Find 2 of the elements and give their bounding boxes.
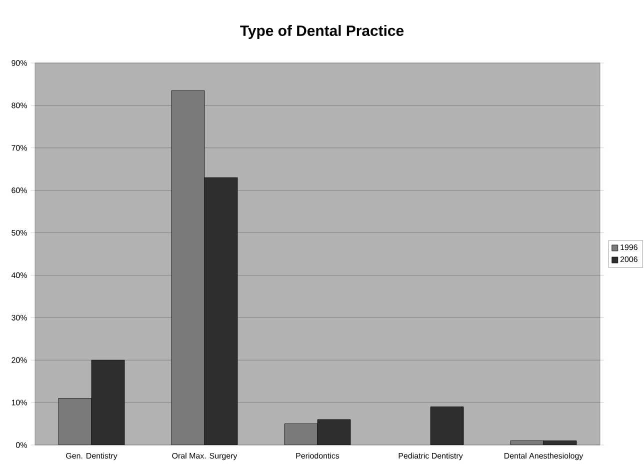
chart-title: Type of Dental Practice [240,25,404,39]
bar [430,406,464,445]
